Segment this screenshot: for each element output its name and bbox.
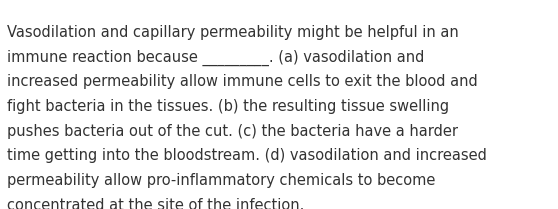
Text: fight bacteria in the tissues. (b) the resulting tissue swelling: fight bacteria in the tissues. (b) the r… [7, 99, 449, 114]
Text: concentrated at the site of the infection.: concentrated at the site of the infectio… [7, 198, 304, 209]
Text: time getting into the bloodstream. (d) vasodilation and increased: time getting into the bloodstream. (d) v… [7, 148, 487, 163]
Text: pushes bacteria out of the cut. (c) the bacteria have a harder: pushes bacteria out of the cut. (c) the … [7, 124, 458, 139]
Text: permeability allow pro-inflammatory chemicals to become: permeability allow pro-inflammatory chem… [7, 173, 435, 188]
Text: immune reaction because _________. (a) vasodilation and: immune reaction because _________. (a) v… [7, 50, 424, 66]
Text: increased permeability allow immune cells to exit the blood and: increased permeability allow immune cell… [7, 74, 478, 89]
Text: Vasodilation and capillary permeability might be helpful in an: Vasodilation and capillary permeability … [7, 25, 459, 40]
